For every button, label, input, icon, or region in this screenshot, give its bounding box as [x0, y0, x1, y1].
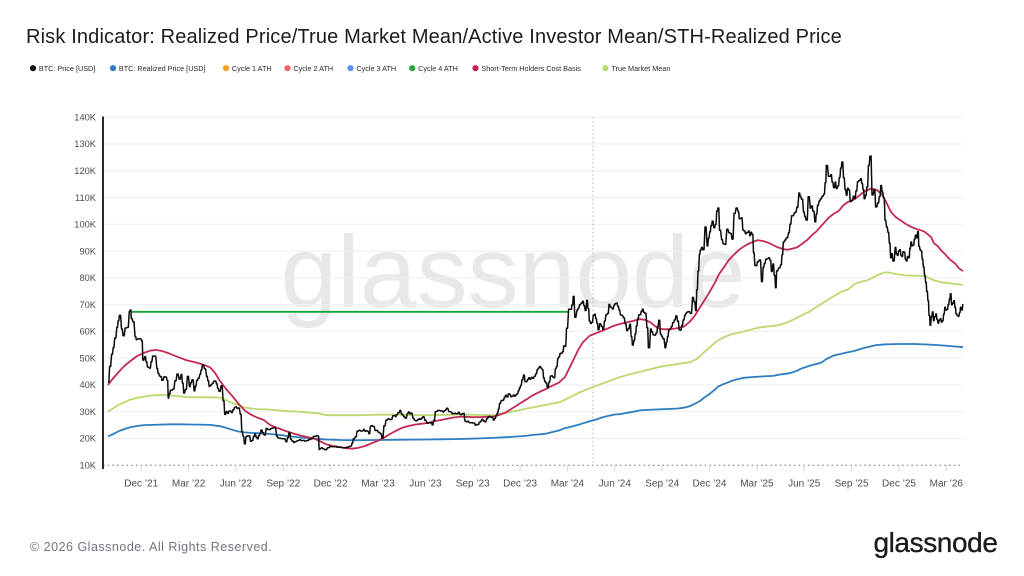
svg-text:Mar ’25: Mar ’25	[740, 479, 774, 490]
svg-text:Mar ’24: Mar ’24	[551, 479, 585, 490]
svg-text:© 2026 Glassnode. All Rights R: © 2026 Glassnode. All Rights Reserved.	[30, 540, 272, 554]
svg-text:Cycle 2 ATH: Cycle 2 ATH	[293, 64, 333, 73]
svg-text:50K: 50K	[79, 353, 96, 363]
svg-text:Sep ’23: Sep ’23	[456, 479, 490, 490]
svg-text:110K: 110K	[75, 193, 97, 203]
svg-text:120K: 120K	[74, 166, 97, 176]
svg-text:True Market Mean: True Market Mean	[611, 64, 670, 73]
svg-text:Cycle 3 ATH: Cycle 3 ATH	[356, 64, 396, 73]
svg-text:Sep ’22: Sep ’22	[266, 479, 300, 490]
svg-text:Jun ’25: Jun ’25	[788, 479, 821, 490]
svg-text:Dec ’23: Dec ’23	[503, 479, 537, 490]
svg-text:glassnode: glassnode	[280, 215, 745, 329]
svg-text:100K: 100K	[74, 220, 97, 230]
svg-text:Mar ’22: Mar ’22	[172, 479, 206, 490]
svg-text:BTC: Realized Price [USD]: BTC: Realized Price [USD]	[119, 64, 206, 73]
svg-text:90K: 90K	[79, 246, 96, 256]
svg-text:10K: 10K	[79, 461, 96, 471]
svg-text:Dec ’22: Dec ’22	[314, 479, 348, 490]
svg-text:BTC: Price [USD]: BTC: Price [USD]	[39, 64, 95, 73]
svg-text:Jun ’22: Jun ’22	[220, 479, 253, 490]
svg-text:Dec ’24: Dec ’24	[693, 479, 727, 490]
svg-text:Sep ’25: Sep ’25	[835, 479, 869, 490]
svg-text:130K: 130K	[74, 139, 97, 149]
svg-text:Jun ’24: Jun ’24	[599, 479, 632, 490]
svg-text:Cycle 1 ATH: Cycle 1 ATH	[232, 64, 272, 73]
svg-text:Jun ’23: Jun ’23	[409, 479, 442, 490]
svg-text:Sep ’24: Sep ’24	[645, 479, 679, 490]
svg-text:80K: 80K	[79, 273, 96, 283]
svg-text:40K: 40K	[79, 380, 96, 390]
svg-text:20K: 20K	[79, 434, 96, 444]
svg-text:70K: 70K	[79, 300, 96, 310]
svg-text:Mar ’26: Mar ’26	[930, 479, 964, 490]
svg-text:Dec ’25: Dec ’25	[882, 479, 916, 490]
svg-text:30K: 30K	[79, 407, 96, 417]
svg-text:glassnode: glassnode	[873, 527, 997, 558]
svg-text:Mar ’23: Mar ’23	[361, 479, 395, 490]
svg-text:Risk Indicator: Realized Price: Risk Indicator: Realized Price/True Mark…	[26, 26, 842, 48]
svg-text:Cycle 4 ATH: Cycle 4 ATH	[418, 64, 458, 73]
svg-text:Dec ’21: Dec ’21	[124, 479, 158, 490]
svg-text:60K: 60K	[79, 327, 96, 337]
svg-text:140K: 140K	[74, 113, 97, 123]
svg-text:Short-Term Holders Cost Basis: Short-Term Holders Cost Basis	[481, 64, 581, 73]
